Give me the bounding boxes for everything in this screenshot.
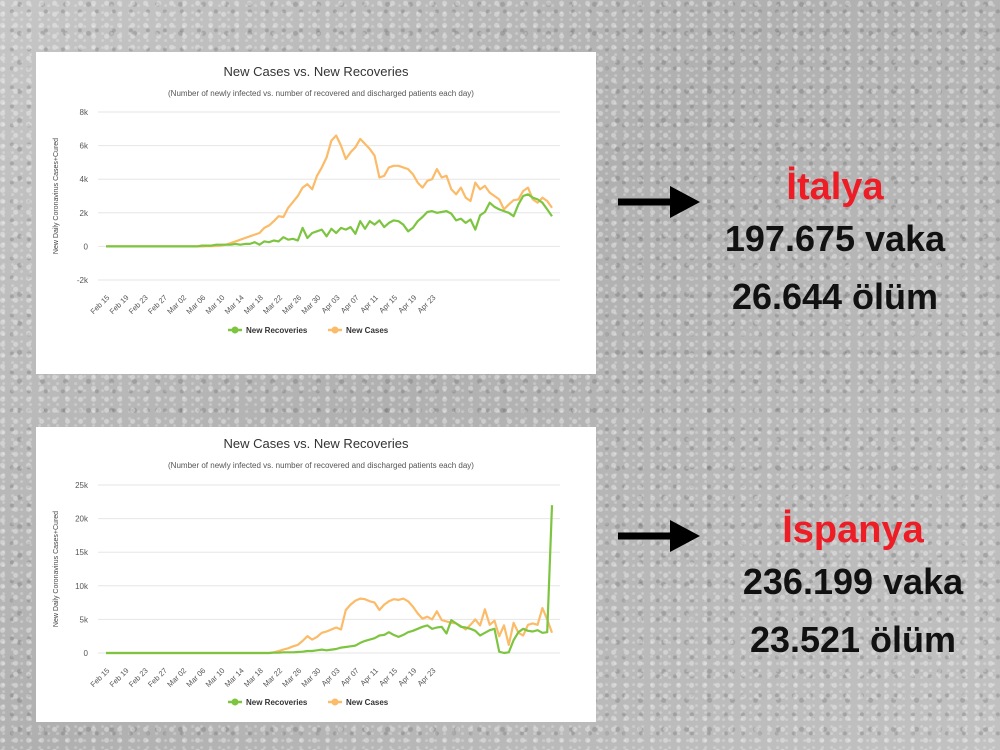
chart-card-spain: New Cases vs. New Recoveries (Number of n… bbox=[36, 427, 596, 722]
legend-label: New Recoveries bbox=[246, 698, 308, 707]
case-count: 236.199 vaka bbox=[742, 561, 964, 602]
legend-marker bbox=[231, 698, 239, 706]
chart-spain: New Cases vs. New Recoveries (Number of n… bbox=[53, 436, 560, 707]
y-tick-label: 0 bbox=[84, 242, 89, 251]
x-tick-label: Mar 06 bbox=[184, 666, 207, 689]
series-line bbox=[106, 505, 554, 655]
x-tick-label: Mar 14 bbox=[223, 293, 246, 316]
chart-title: New Cases vs. New Recoveries bbox=[224, 64, 409, 79]
x-tick-label: Feb 15 bbox=[89, 666, 112, 689]
y-tick-label: 25k bbox=[75, 481, 89, 490]
death-count: 23.521 ölüm bbox=[749, 619, 957, 660]
x-tick-label: Apr 19 bbox=[396, 293, 418, 315]
x-tick-label: Mar 30 bbox=[300, 666, 323, 689]
stats-italy: İtalya 197.675 vaka 26.644 ölüm bbox=[700, 164, 970, 326]
y-tick-label: 10k bbox=[75, 582, 89, 591]
legend-label: New Cases bbox=[346, 326, 389, 335]
x-tick-label: Apr 07 bbox=[339, 666, 361, 688]
legend-marker bbox=[331, 698, 339, 706]
y-tick-label: 15k bbox=[75, 548, 89, 557]
x-tick-label: Mar 26 bbox=[280, 293, 303, 316]
legend-marker bbox=[231, 326, 239, 334]
y-tick-label: 20k bbox=[75, 515, 89, 524]
arrow-right-icon bbox=[618, 520, 700, 552]
country-name: İspanya bbox=[782, 509, 924, 551]
x-tick-label: Mar 10 bbox=[204, 666, 227, 689]
legend-label: New Cases bbox=[346, 698, 389, 707]
chart-title: New Cases vs. New Recoveries bbox=[224, 436, 409, 451]
x-tick-label: Apr 11 bbox=[358, 666, 380, 688]
chart-subtitle: (Number of newly infected vs. number of … bbox=[168, 89, 474, 98]
y-tick-label: -2k bbox=[77, 276, 89, 285]
x-tick-label: Mar 14 bbox=[223, 666, 246, 689]
chart-subtitle: (Number of newly infected vs. number of … bbox=[168, 461, 474, 470]
x-tick-label: Mar 22 bbox=[261, 666, 284, 689]
x-tick-label: Apr 03 bbox=[320, 293, 342, 315]
y-tick-label: 5k bbox=[80, 615, 89, 624]
x-tick-label: Feb 15 bbox=[89, 293, 112, 316]
country-name: İtalya bbox=[786, 166, 884, 208]
y-tick-label: 4k bbox=[80, 175, 89, 184]
x-tick-label: Mar 02 bbox=[165, 293, 188, 316]
series-line bbox=[106, 193, 553, 248]
x-tick-label: Mar 26 bbox=[280, 666, 303, 689]
y-axis-label: New Daily Coronavirus Cases+Cured bbox=[53, 511, 60, 627]
y-tick-label: 8k bbox=[80, 108, 89, 117]
stats-spain: İspanya 236.199 vaka 23.521 ölüm bbox=[718, 507, 988, 669]
x-tick-label: Mar 22 bbox=[261, 293, 284, 316]
x-tick-label: Feb 27 bbox=[146, 293, 169, 316]
death-count: 26.644 ölüm bbox=[731, 276, 939, 317]
x-tick-label: Apr 15 bbox=[377, 293, 399, 315]
chart-italy: New Cases vs. New Recoveries (Number of n… bbox=[53, 64, 560, 335]
y-tick-label: 0 bbox=[84, 649, 89, 658]
y-tick-label: 2k bbox=[80, 209, 89, 218]
case-count: 197.675 vaka bbox=[724, 218, 946, 259]
x-tick-label: Apr 19 bbox=[396, 666, 418, 688]
x-tick-label: Feb 27 bbox=[146, 666, 169, 689]
x-tick-label: Apr 03 bbox=[320, 666, 342, 688]
arrow-right-icon bbox=[618, 186, 700, 218]
x-tick-label: Apr 23 bbox=[416, 666, 438, 688]
x-tick-label: Mar 10 bbox=[204, 293, 227, 316]
y-axis-label: New Daily Coronavirus Cases+Cured bbox=[53, 138, 60, 254]
x-tick-label: Feb 19 bbox=[108, 666, 131, 689]
series-line bbox=[106, 597, 554, 655]
x-tick-label: Mar 30 bbox=[300, 293, 323, 316]
x-tick-label: Apr 07 bbox=[339, 293, 361, 315]
x-tick-label: Mar 06 bbox=[184, 293, 207, 316]
legend-marker bbox=[331, 326, 339, 334]
x-tick-label: Mar 02 bbox=[165, 666, 188, 689]
x-tick-label: Mar 18 bbox=[242, 293, 265, 316]
x-tick-label: Apr 11 bbox=[358, 293, 380, 315]
x-tick-label: Feb 23 bbox=[127, 666, 150, 689]
chart-card-italy: New Cases vs. New Recoveries (Number of n… bbox=[36, 52, 596, 374]
x-tick-label: Feb 19 bbox=[108, 293, 131, 316]
x-tick-label: Mar 18 bbox=[242, 666, 265, 689]
y-tick-label: 6k bbox=[80, 142, 89, 151]
x-tick-label: Feb 23 bbox=[127, 293, 150, 316]
x-tick-label: Apr 15 bbox=[377, 666, 399, 688]
legend-label: New Recoveries bbox=[246, 326, 308, 335]
series-line bbox=[106, 134, 553, 248]
x-tick-label: Apr 23 bbox=[416, 293, 438, 315]
